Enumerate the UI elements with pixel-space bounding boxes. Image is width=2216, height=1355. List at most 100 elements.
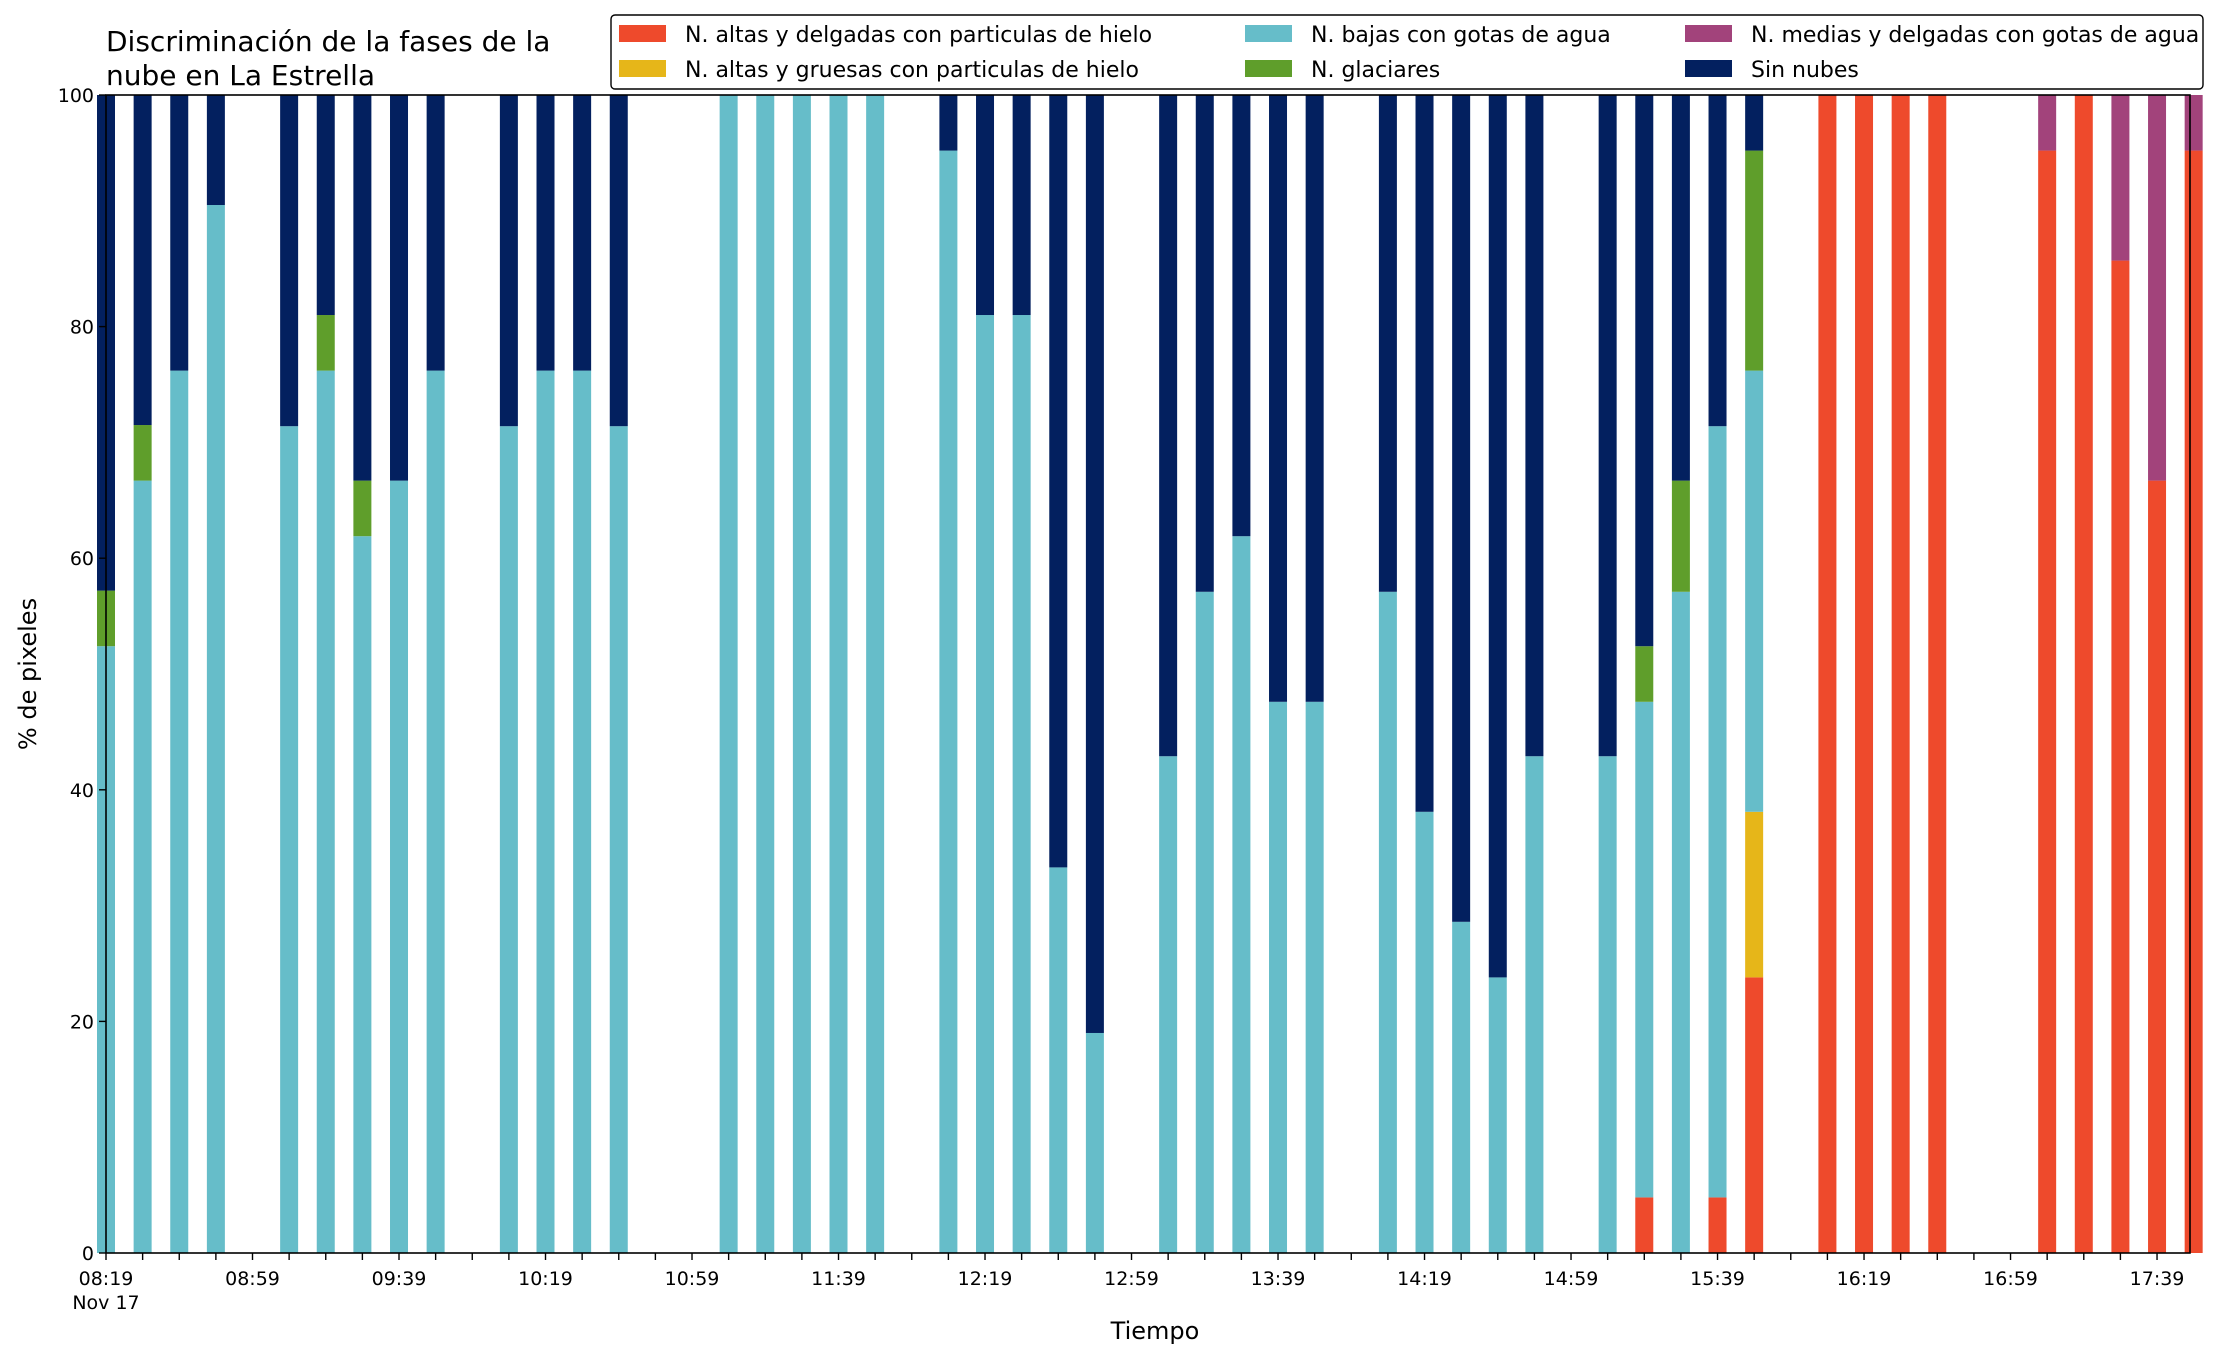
bar-1539-n-altas-y-delgadas-con-particulas-de-hielo <box>1708 1197 1727 1253</box>
bar-0839-n-bajas-con-gotas-de-agua <box>170 370 189 1254</box>
legend-frame <box>610 14 2204 90</box>
bar-1019-n-bajas-con-gotas-de-agua <box>536 370 555 1254</box>
bar-1329-sin-nubes <box>1232 95 1251 537</box>
bar-1029-n-bajas-con-gotas-de-agua <box>573 370 592 1254</box>
x-tick-sublabel: Nov 17 <box>72 1292 139 1314</box>
x-tick-label-1339: 13:39 <box>1251 1268 1306 1290</box>
bar-1119-n-bajas-con-gotas-de-agua <box>756 95 775 1253</box>
bar-1509-n-bajas-con-gotas-de-agua <box>1598 756 1617 1253</box>
x-tick-label-0859: 08:59 <box>225 1268 280 1290</box>
bar-1209-sin-nubes <box>939 95 958 151</box>
bar-0919-sin-nubes <box>316 95 335 316</box>
bar-1239-sin-nubes <box>1049 95 1068 868</box>
bar-1539-sin-nubes <box>1708 95 1727 427</box>
bar-1519-sin-nubes <box>1635 95 1654 647</box>
bar-1019-sin-nubes <box>536 95 555 371</box>
legend-items: N. altas y delgadas con particulas de hi… <box>619 23 2199 83</box>
y-tick-label-0: 0 <box>82 1243 94 1265</box>
bar-1319-sin-nubes <box>1195 95 1214 592</box>
x-tick-label-1459: 14:59 <box>1544 1268 1599 1290</box>
bar-1009-n-bajas-con-gotas-de-agua <box>499 426 518 1253</box>
bar-1449-n-bajas-con-gotas-de-agua <box>1525 756 1544 1253</box>
bar-1149-n-bajas-con-gotas-de-agua <box>866 95 885 1253</box>
bar-1409-n-bajas-con-gotas-de-agua <box>1378 591 1397 1253</box>
bar-1029-sin-nubes <box>573 95 592 371</box>
y-axis: 0 20 40 60 80 100 <box>58 85 106 1265</box>
bar-1729-n-altas-y-delgadas-con-particulas-de-hielo <box>2111 260 2130 1254</box>
bar-1249-n-bajas-con-gotas-de-agua <box>1085 1032 1104 1253</box>
bar-1719-n-altas-y-delgadas-con-particulas-de-hielo <box>2074 95 2093 1253</box>
bar-1219-n-bajas-con-gotas-de-agua <box>976 315 995 1253</box>
legend-label: N. bajas con gotas de agua <box>1311 23 1611 48</box>
bar-1429-sin-nubes <box>1452 95 1471 922</box>
bar-1709-n-altas-y-delgadas-con-particulas-de-hielo <box>2038 150 2057 1254</box>
bar-1319-n-bajas-con-gotas-de-agua <box>1195 591 1214 1253</box>
bar-1549-n-bajas-con-gotas-de-agua <box>1745 370 1764 812</box>
y-tick-label-40: 40 <box>70 780 94 802</box>
y-tick-label-60: 60 <box>70 548 94 570</box>
bar-1729-n-medias-y-delgadas-con-gotas-de-agua <box>2111 95 2130 261</box>
legend-label: Sin nubes <box>1751 58 1859 83</box>
bar-1229-n-bajas-con-gotas-de-agua <box>1012 315 1031 1253</box>
bar-1349-sin-nubes <box>1305 95 1324 702</box>
bar-1749-n-altas-y-delgadas-con-particulas-de-hielo <box>2184 150 2203 1254</box>
bar-1709-n-medias-y-delgadas-con-gotas-de-agua <box>2038 95 2057 151</box>
legend-swatch <box>1685 60 1732 77</box>
x-axis-label: Tiempo <box>1110 1317 1200 1345</box>
legend-label: N. altas y delgadas con particulas de hi… <box>685 23 1152 48</box>
bar-1739-n-medias-y-delgadas-con-gotas-de-agua <box>2148 95 2167 481</box>
y-tick-label-20: 20 <box>70 1011 94 1033</box>
bar-1229-sin-nubes <box>1012 95 1031 316</box>
bar-0929-n-glaciares <box>353 480 372 537</box>
x-tick-label-1419: 14:19 <box>1397 1268 1452 1290</box>
bar-1449-sin-nubes <box>1525 95 1544 757</box>
legend-label: N. medias y delgadas con gotas de agua <box>1751 23 2199 48</box>
bar-1009-sin-nubes <box>499 95 518 427</box>
bar-1519-n-glaciares <box>1635 646 1654 702</box>
bar-1129-n-bajas-con-gotas-de-agua <box>792 95 811 1253</box>
y-tick-label-80: 80 <box>70 317 94 339</box>
bar-0909-n-bajas-con-gotas-de-agua <box>280 426 299 1253</box>
bar-1739-n-altas-y-delgadas-con-particulas-de-hielo <box>2148 480 2167 1253</box>
bar-1529-sin-nubes <box>1671 95 1690 481</box>
bar-1549-sin-nubes <box>1745 95 1764 151</box>
bar-1429-n-bajas-con-gotas-de-agua <box>1452 921 1471 1253</box>
bar-0919-n-glaciares <box>316 315 335 371</box>
bar-1629-n-altas-y-delgadas-con-particulas-de-hielo <box>1891 95 1910 1253</box>
x-tick-label-1739: 17:39 <box>2130 1268 2185 1290</box>
bar-0829-n-bajas-con-gotas-de-agua <box>133 480 152 1253</box>
bar-1609-n-altas-y-delgadas-con-particulas-de-hielo <box>1818 95 1837 1253</box>
bar-1039-sin-nubes <box>609 95 628 427</box>
bar-1529-n-glaciares <box>1671 480 1690 592</box>
chart-title-line-2: nube en La Estrella <box>106 59 375 92</box>
x-tick-label-1659: 16:59 <box>1983 1268 2038 1290</box>
plot-frame <box>105 94 2191 1254</box>
bars-layer <box>97 95 2203 1254</box>
bar-1549-n-altas-y-gruesas-con-particulas-de-hielo <box>1745 811 1764 978</box>
bar-0829-n-glaciares <box>133 425 152 481</box>
bar-1039-n-bajas-con-gotas-de-agua <box>609 426 628 1253</box>
bar-1639-n-altas-y-delgadas-con-particulas-de-hielo <box>1928 95 1947 1253</box>
legend-label: N. glaciares <box>1311 58 1440 83</box>
bar-0929-sin-nubes <box>353 95 372 481</box>
bar-1139-n-bajas-con-gotas-de-agua <box>829 95 848 1253</box>
legend-label: N. altas y gruesas con particulas de hie… <box>685 58 1139 83</box>
bar-1419-n-bajas-con-gotas-de-agua <box>1415 811 1434 1253</box>
bar-1339-sin-nubes <box>1269 95 1288 702</box>
bar-0929-n-bajas-con-gotas-de-agua <box>353 536 372 1253</box>
bar-1249-sin-nubes <box>1085 95 1104 1033</box>
x-tick-label-1539: 15:39 <box>1690 1268 1745 1290</box>
x-tick-label-0939: 09:39 <box>372 1268 427 1290</box>
bar-1519-n-altas-y-delgadas-con-particulas-de-hielo <box>1635 1197 1654 1253</box>
legend-swatch <box>1245 60 1292 77</box>
legend-item-n-glaciares: N. glaciares <box>1245 58 1440 83</box>
bar-1619-n-altas-y-delgadas-con-particulas-de-hielo <box>1855 95 1874 1253</box>
bar-1519-n-bajas-con-gotas-de-agua <box>1635 701 1654 1198</box>
bar-0839-sin-nubes <box>170 95 189 371</box>
legend-swatch <box>619 25 666 42</box>
x-tick-label-1259: 12:59 <box>1104 1268 1159 1290</box>
x-tick-label-1139: 11:39 <box>811 1268 866 1290</box>
bar-1419-sin-nubes <box>1415 95 1434 812</box>
